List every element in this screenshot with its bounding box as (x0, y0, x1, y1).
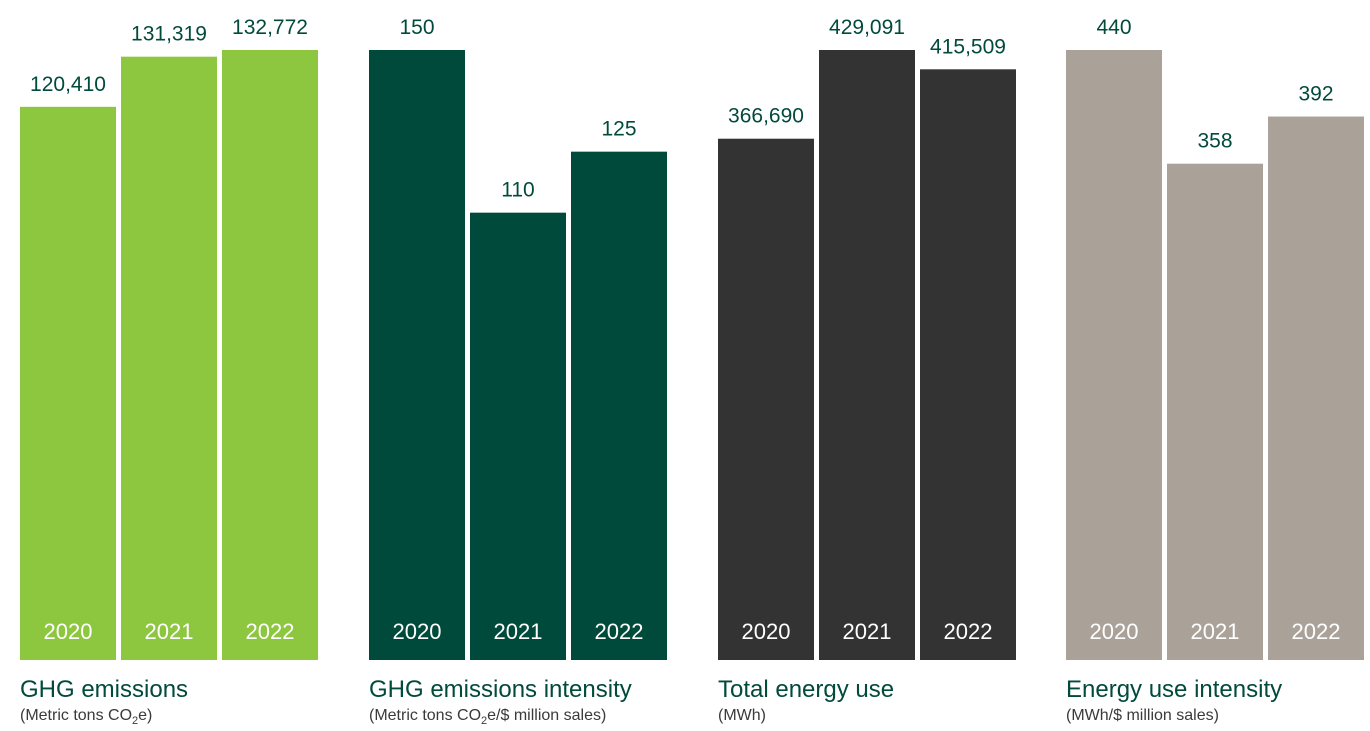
value-label: 392 (1298, 83, 1333, 106)
category-label: 2021 (843, 619, 892, 644)
unit-text-after: e) (138, 707, 153, 724)
bar-2022 (222, 50, 318, 660)
category-label: 2021 (145, 619, 194, 644)
unit-text-after: e/$ million sales) (487, 707, 607, 724)
value-label: 440 (1096, 16, 1131, 39)
value-label: 132,772 (232, 16, 308, 39)
unit-subscript: 2 (481, 715, 488, 727)
category-label: 2021 (1191, 619, 1240, 644)
bar-2020 (1066, 50, 1162, 660)
bar-2021 (819, 50, 915, 660)
bar-2022 (920, 69, 1016, 661)
value-label: 125 (601, 118, 636, 141)
category-label: 2020 (44, 619, 93, 644)
chart-unit: (MWh) (718, 707, 766, 727)
chart-ghg-emissions: 120,410 2020 131,319 2021 132,772 2022 GHG em… (20, 0, 320, 731)
chart-title: Energy use intensity (1066, 676, 1283, 703)
category-label: 2020 (1090, 619, 1139, 644)
chart-svg: 366,690 2020 429,091 2021 415,509 2022 (718, 16, 1016, 661)
chart-svg: 120,410 2020 131,319 2021 132,772 2022 (20, 16, 318, 660)
category-label: 2021 (494, 619, 543, 644)
chart-title: GHG emissions (20, 676, 189, 703)
value-label: 120,410 (30, 73, 106, 96)
category-label: 2022 (595, 619, 644, 644)
chart-svg: 150 2020 110 2021 125 2022 (369, 16, 667, 660)
bar-2020 (369, 50, 465, 660)
unit-subscript: 2 (132, 715, 139, 727)
unit-text-before: (MWh/$ million sales) (1066, 707, 1219, 724)
bar-2022 (1268, 116, 1364, 660)
value-label: 150 (399, 16, 434, 39)
bar-2020 (20, 106, 116, 660)
bar-2021 (470, 212, 566, 660)
bar-2020 (718, 138, 814, 660)
category-label: 2020 (393, 619, 442, 644)
chart-energy-use-intensity: 440 2020 358 2021 392 2022 Energy use intensi… (1066, 0, 1366, 731)
unit-text-before: (Metric tons CO (20, 707, 133, 724)
chart-total-energy-use: 366,690 2020 429,091 2021 415,509 2022 Total … (718, 0, 1018, 731)
chart-ghg-emissions-intensity: 150 2020 110 2021 125 2022 GHG emissions inte… (369, 0, 669, 731)
value-label: 366,690 (728, 105, 804, 128)
bar-2021 (1167, 163, 1263, 660)
category-label: 2022 (246, 619, 295, 644)
category-label: 2022 (944, 619, 993, 644)
chart-unit: (Metric tons CO2e) (20, 707, 152, 727)
chart-svg: 440 2020 358 2021 392 2022 (1066, 16, 1364, 660)
category-label: 2022 (1292, 619, 1341, 644)
value-label: 358 (1197, 130, 1232, 153)
chart-title: Total energy use (718, 676, 895, 703)
category-label: 2020 (742, 619, 791, 644)
value-label: 429,091 (829, 16, 905, 39)
value-label: 131,319 (131, 23, 207, 46)
bar-2021 (121, 56, 217, 660)
chart-title: GHG emissions intensity (369, 676, 632, 703)
chart-unit: (MWh/$ million sales) (1066, 707, 1219, 727)
chart-unit: (Metric tons CO2e/$ million sales) (369, 707, 606, 727)
value-label: 110 (501, 179, 534, 202)
bar-2022 (571, 151, 667, 660)
unit-text-before: (MWh) (718, 707, 766, 724)
unit-text-before: (Metric tons CO (369, 707, 482, 724)
value-label: 415,509 (930, 35, 1006, 58)
